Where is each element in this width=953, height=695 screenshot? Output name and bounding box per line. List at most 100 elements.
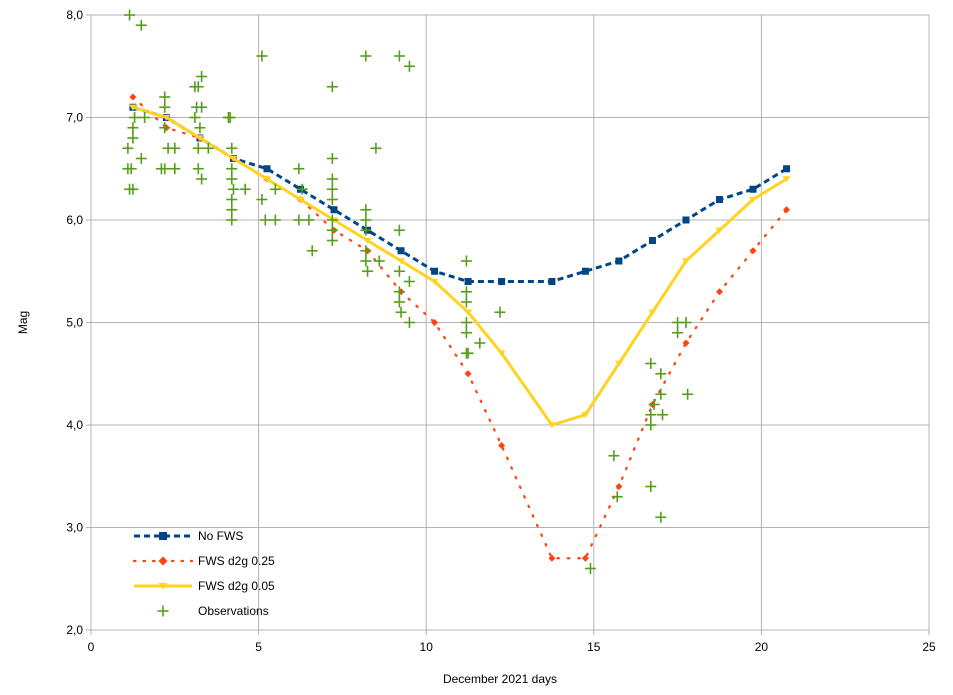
observation-point <box>256 50 268 62</box>
data-point <box>581 554 589 562</box>
observation-point <box>494 306 506 318</box>
data-point <box>497 350 506 357</box>
legend-entry: FWS d2g 0.25 <box>132 554 275 568</box>
observation-point <box>293 214 305 226</box>
legend: No FWS FWS d2g 0.25 FWS d2g 0.05 Observatio… <box>132 529 275 618</box>
observation-point <box>256 194 268 205</box>
x-tick-label: 0 <box>88 640 95 654</box>
observation-point <box>226 142 238 154</box>
data-point <box>363 237 372 244</box>
legend-entry: No FWS <box>134 529 243 543</box>
observation-point <box>127 122 139 134</box>
data-point <box>548 278 556 285</box>
observation-point <box>326 235 338 246</box>
observation-point <box>360 224 372 236</box>
x-tick-label: 20 <box>755 640 769 654</box>
data-point <box>397 247 405 255</box>
data-point <box>681 258 690 265</box>
data-point <box>581 411 590 418</box>
y-tick-label: 5,0 <box>66 316 83 330</box>
observation-point <box>226 194 238 205</box>
series-line <box>131 95 788 560</box>
legend-marker <box>158 556 168 566</box>
data-point <box>749 185 757 193</box>
observation-point <box>293 163 305 175</box>
data-point <box>498 278 506 285</box>
observation-point <box>306 245 318 257</box>
observation-point <box>584 563 596 574</box>
legend-label: FWS d2g 0.05 <box>198 579 275 593</box>
observation-point <box>169 142 181 154</box>
observation-point <box>648 399 660 410</box>
data-point <box>581 267 589 275</box>
y-tick-label: 6,0 <box>66 213 83 227</box>
y-tick-label: 7,0 <box>66 111 83 125</box>
data-point <box>263 165 271 173</box>
observation-point <box>159 163 171 175</box>
observation-point <box>239 183 251 195</box>
observation-point <box>169 163 181 175</box>
axes <box>86 14 930 635</box>
observation-point <box>373 255 385 267</box>
data-point <box>498 442 506 449</box>
observation-point <box>460 327 472 339</box>
data-point <box>129 93 137 101</box>
observation-point <box>460 317 472 328</box>
x-tick-label: 15 <box>587 640 601 654</box>
observation-point <box>124 9 136 21</box>
legend-marker <box>159 532 167 540</box>
x-axis-title: December 2021 days <box>443 672 557 686</box>
data-point <box>615 257 623 265</box>
observation-point <box>403 276 415 287</box>
data-point <box>648 237 656 244</box>
observation-point <box>393 50 405 62</box>
observation-point <box>159 101 171 113</box>
data-point <box>431 319 439 326</box>
observation-point <box>326 153 338 164</box>
observation-point <box>403 60 415 72</box>
observation-point <box>226 173 238 185</box>
data-point <box>128 104 137 111</box>
data-point <box>330 206 338 214</box>
observation-point <box>680 317 692 328</box>
observation-point <box>657 409 669 421</box>
observation-point <box>159 122 171 134</box>
data-point <box>229 155 238 162</box>
series-fws-d2g-0-05 <box>128 104 791 429</box>
data-point <box>464 370 472 378</box>
observation-point <box>192 142 204 154</box>
observation-point <box>326 214 338 226</box>
observation-point <box>269 183 281 195</box>
observation-point <box>326 224 338 236</box>
observation-point <box>682 388 694 400</box>
data-point <box>397 258 406 265</box>
observation-point <box>370 142 382 154</box>
observation-point <box>360 50 372 62</box>
legend-entry: FWS d2g 0.05 <box>134 579 275 593</box>
data-point <box>464 309 473 316</box>
data-point <box>614 360 623 367</box>
observation-point <box>360 214 372 226</box>
observation-point <box>196 71 208 82</box>
series-observations <box>122 9 694 574</box>
data-point <box>162 114 171 121</box>
observation-point <box>196 101 208 113</box>
observation-point <box>645 409 657 421</box>
data-point <box>430 278 439 285</box>
series-fws-d2g-0-25 <box>129 93 791 562</box>
data-point <box>648 309 657 316</box>
observation-point <box>202 142 214 154</box>
data-point <box>464 278 472 285</box>
observation-point <box>192 81 204 93</box>
observation-point <box>393 224 405 236</box>
observation-point <box>135 153 147 164</box>
observation-point <box>122 142 134 154</box>
observation-point <box>226 204 238 216</box>
y-tick-label: 3,0 <box>66 521 83 535</box>
data-point <box>682 339 690 347</box>
series-line <box>132 105 788 283</box>
observation-point <box>655 388 667 400</box>
data-point <box>262 176 271 183</box>
observation-point <box>326 81 338 93</box>
observation-point <box>460 255 472 267</box>
